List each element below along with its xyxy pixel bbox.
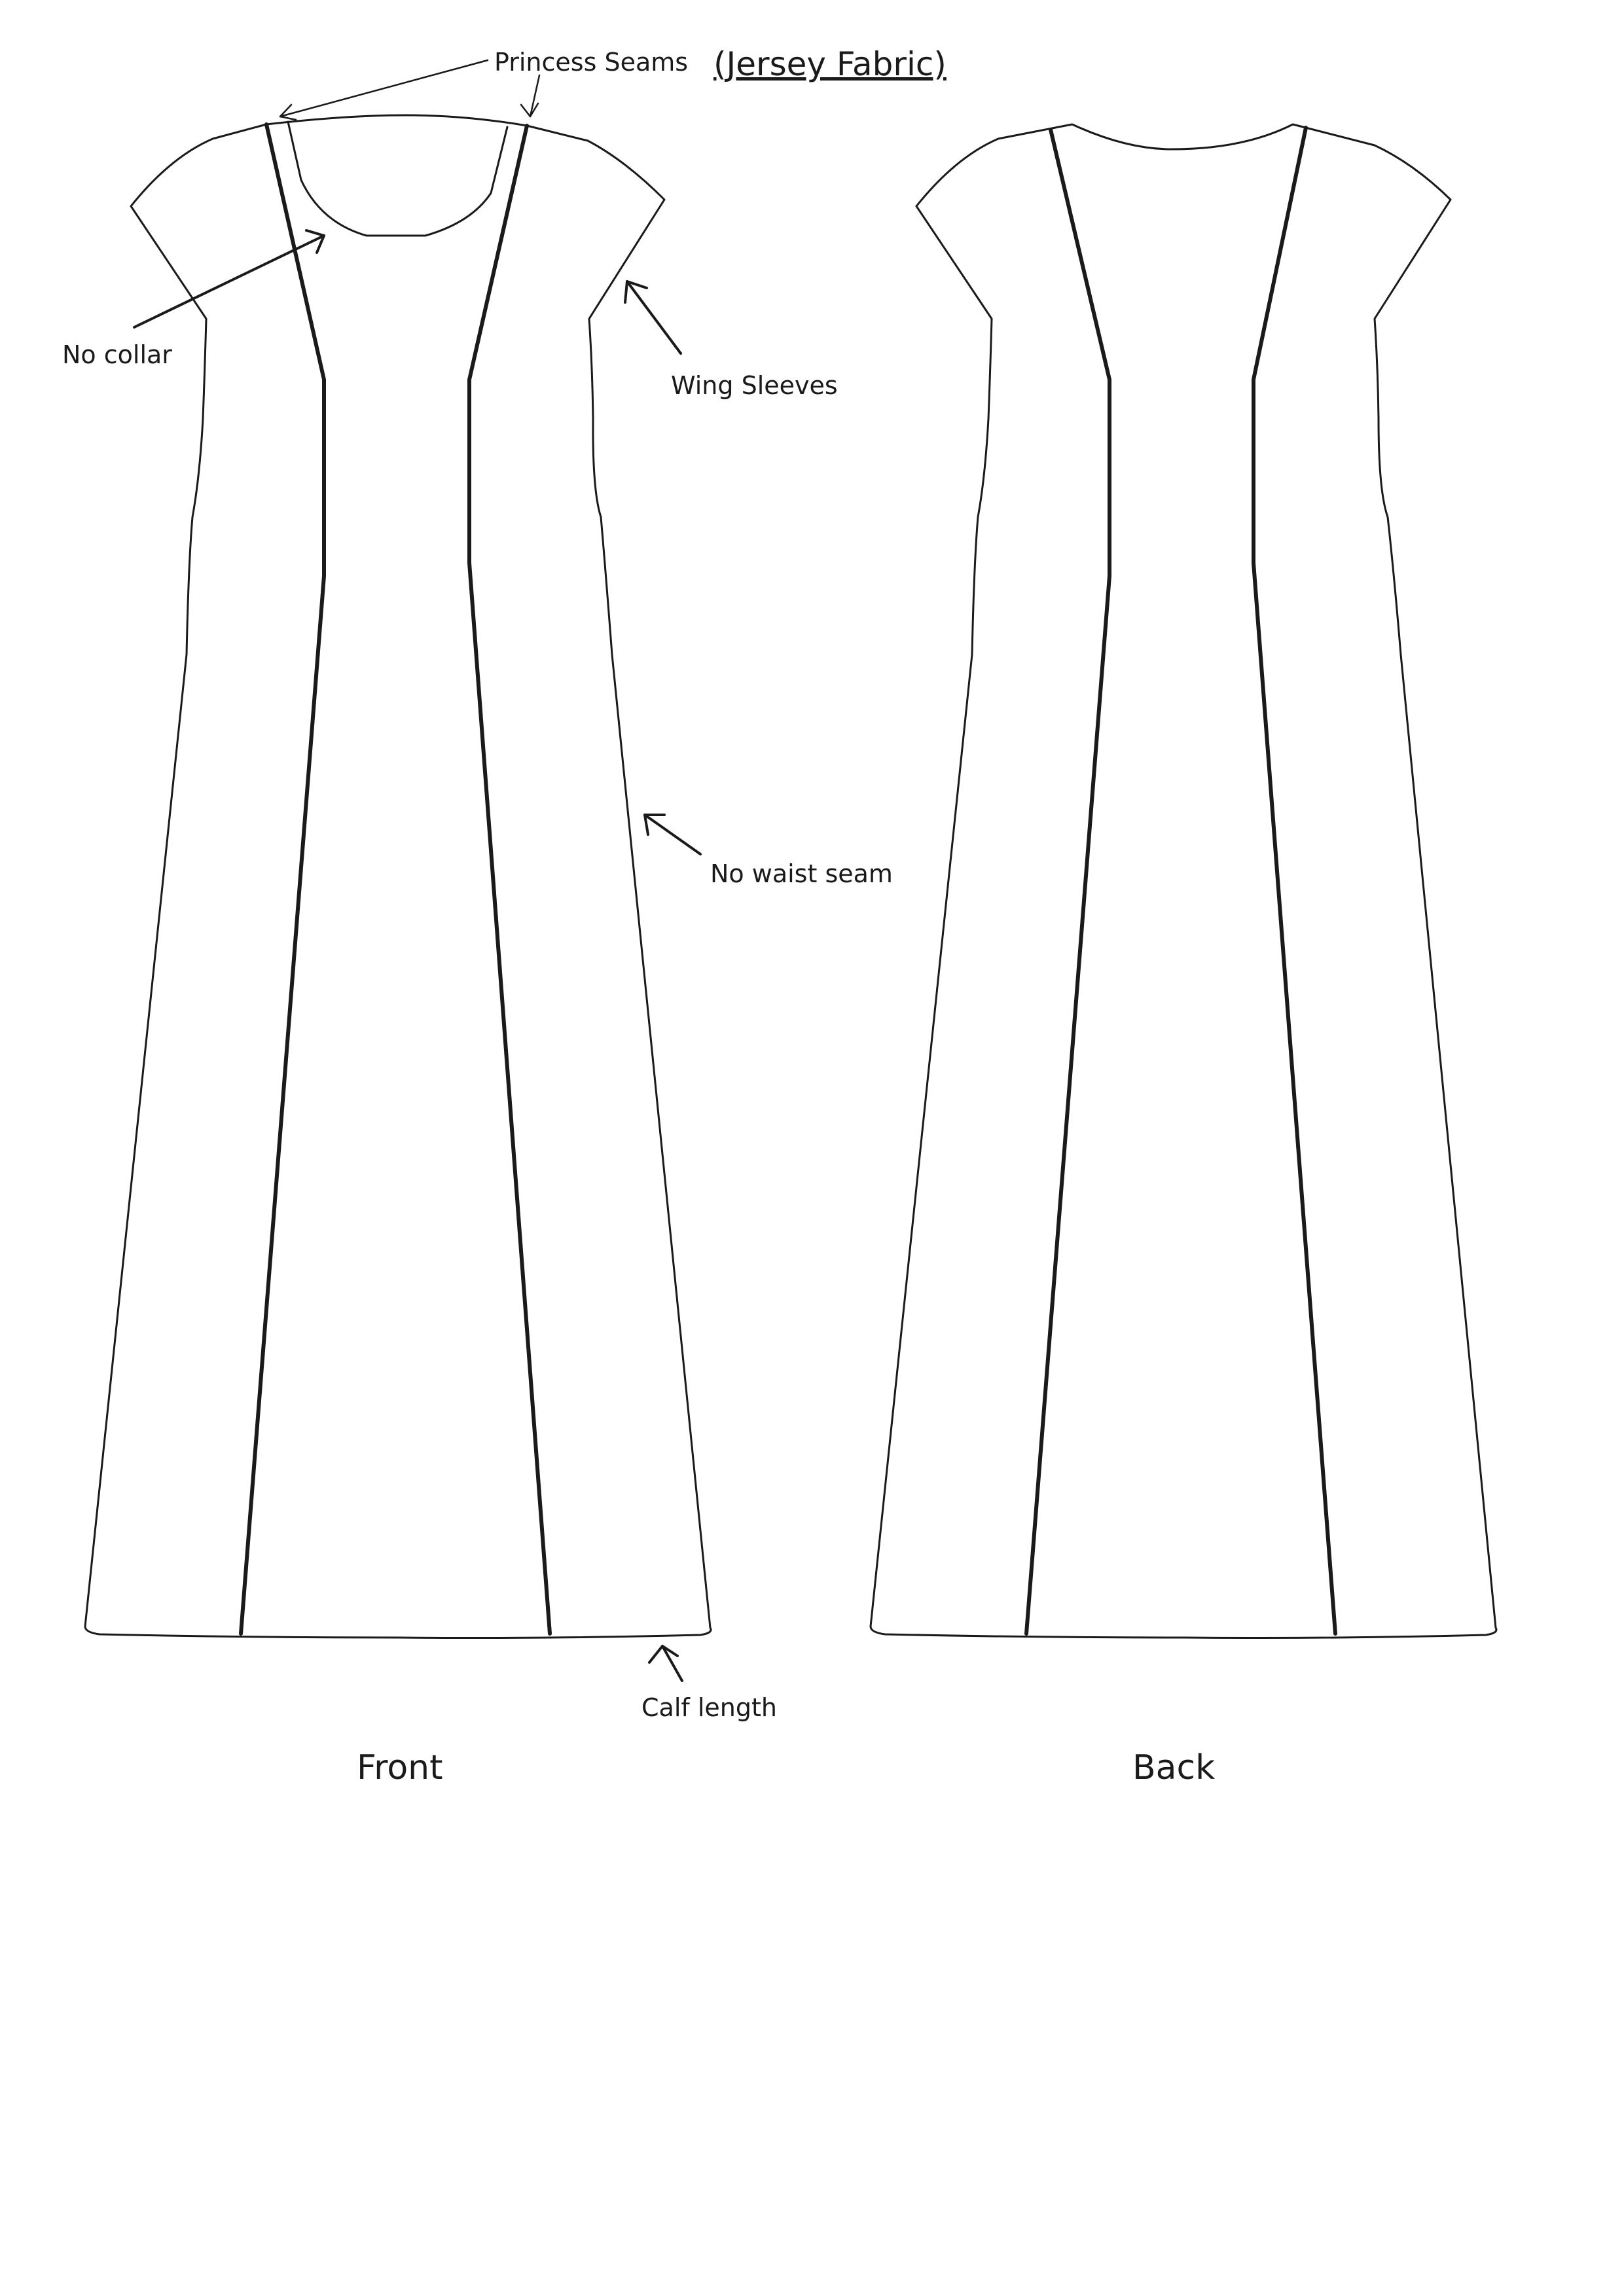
no-collar-arrow-head [305,229,325,254]
princess-seams-label: Princess Seams [494,48,688,77]
princess-seam-arrow-left-head [279,103,297,121]
no-waist-seam-arrow-head [643,814,666,836]
wing-sleeves-arrow-line [626,280,682,355]
front-view-label: Front [357,1748,443,1787]
page-title: (Jersey Fabric) [713,45,947,83]
no-collar-arrow-line [133,234,325,329]
no-waist-seam-arrow-line [643,814,702,855]
wing-sleeves-arrow-head [624,280,648,304]
back-dress-outline [869,123,1498,1639]
no-collar-arrow [133,229,325,329]
wing-sleeves-label: Wing Sleeves [671,371,838,400]
no-waist-seam-label: No waist seam [710,859,893,888]
no-waist-seam-arrow [643,814,702,855]
front-princess-seam-left [239,122,326,1636]
front-dress-outline [84,114,712,1639]
front-neckline [287,120,509,237]
calf-length-arrow-line [661,1645,683,1682]
back-view-label: Back [1132,1748,1215,1787]
princess-seams-arrows [279,59,541,121]
calf-length-arrow-head [648,1645,679,1664]
princess-seam-arrow-right-head [520,102,539,118]
no-collar-label: No collar [62,340,172,369]
wing-sleeves-arrow [624,280,682,355]
front-princess-seam-right [467,124,552,1636]
calf-length-arrow [648,1645,683,1682]
back-princess-seam-right [1252,126,1337,1636]
princess-seam-arrow-right-line [529,74,541,118]
calf-length-label: Calf length [641,1693,777,1722]
back-princess-seam-left [1024,128,1111,1636]
back-dress-drawing [869,123,1498,1639]
princess-seam-arrow-left-line [279,59,489,118]
front-dress-drawing [84,114,712,1639]
